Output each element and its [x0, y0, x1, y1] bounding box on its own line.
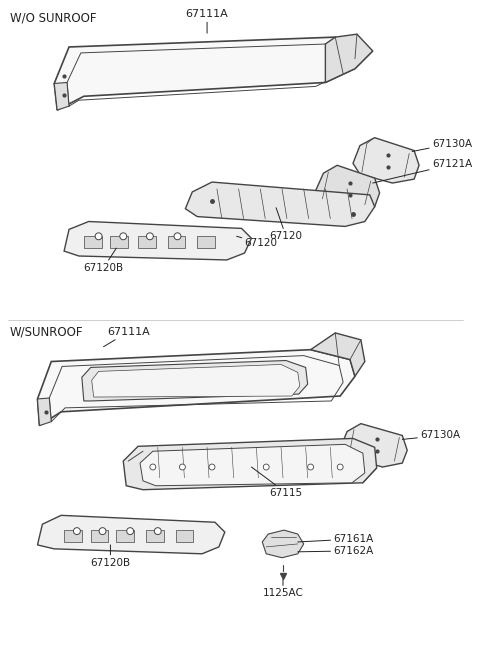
Circle shape: [150, 464, 156, 470]
Bar: [91, 530, 108, 542]
Text: 67120: 67120: [269, 208, 302, 241]
Polygon shape: [262, 530, 304, 558]
Text: 67130A: 67130A: [402, 430, 460, 440]
Polygon shape: [64, 221, 252, 260]
Circle shape: [99, 528, 106, 534]
Circle shape: [120, 233, 127, 240]
Text: W/O SUNROOF: W/O SUNROOF: [10, 12, 96, 24]
Text: 67162A: 67162A: [298, 546, 373, 556]
Polygon shape: [353, 138, 419, 183]
Circle shape: [308, 464, 313, 470]
Polygon shape: [311, 333, 365, 377]
Circle shape: [209, 464, 215, 470]
Polygon shape: [54, 37, 372, 110]
Circle shape: [146, 233, 153, 240]
Circle shape: [180, 464, 185, 470]
Bar: [116, 530, 134, 542]
Polygon shape: [340, 424, 407, 467]
Bar: [64, 530, 82, 542]
Polygon shape: [37, 350, 355, 426]
Text: 67120B: 67120B: [90, 545, 131, 568]
Circle shape: [337, 464, 343, 470]
Text: 67121A: 67121A: [372, 159, 472, 183]
Bar: [168, 236, 185, 248]
Polygon shape: [37, 515, 225, 553]
Polygon shape: [140, 444, 365, 486]
Text: 67111A: 67111A: [186, 9, 228, 33]
Bar: [176, 530, 193, 542]
Polygon shape: [37, 398, 51, 426]
Polygon shape: [123, 438, 377, 490]
Polygon shape: [325, 34, 372, 83]
Circle shape: [154, 528, 161, 534]
Text: W/SUNROOF: W/SUNROOF: [10, 325, 84, 338]
Circle shape: [127, 528, 133, 534]
Bar: [197, 236, 215, 248]
Bar: [110, 236, 128, 248]
Polygon shape: [315, 165, 380, 210]
Text: 67111A: 67111A: [104, 327, 150, 346]
Circle shape: [263, 464, 269, 470]
Polygon shape: [185, 182, 375, 227]
Text: 67120: 67120: [237, 236, 277, 248]
Polygon shape: [92, 364, 300, 397]
Circle shape: [73, 528, 80, 534]
Text: 67120B: 67120B: [84, 248, 123, 273]
Circle shape: [174, 233, 181, 240]
Text: 67130A: 67130A: [412, 139, 472, 151]
Circle shape: [95, 233, 102, 240]
Text: 67161A: 67161A: [298, 534, 373, 544]
Text: 1125AC: 1125AC: [263, 580, 303, 598]
Polygon shape: [54, 83, 69, 110]
Text: 67115: 67115: [252, 467, 302, 498]
Bar: [138, 236, 156, 248]
Polygon shape: [82, 360, 308, 401]
Bar: [84, 236, 102, 248]
Bar: [146, 530, 164, 542]
